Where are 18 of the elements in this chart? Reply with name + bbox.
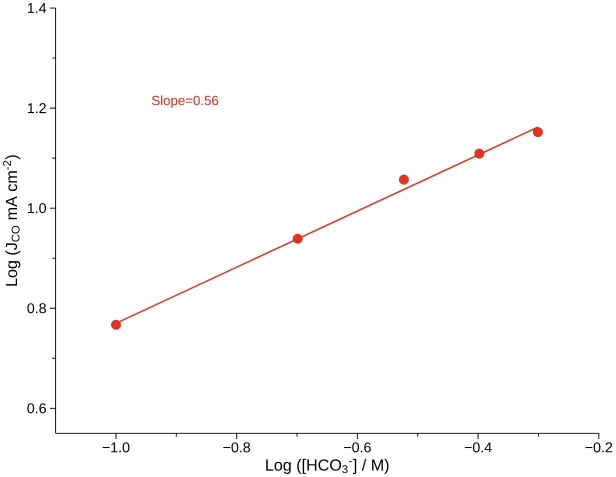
point bbox=[111, 320, 121, 330]
x-tick-label: −1.0 bbox=[102, 442, 130, 452]
y-axis-title: Log (J$_{CO}$ mA cm$^{-2}$) bbox=[3, 155, 20, 286]
point bbox=[398, 174, 409, 185]
annotation: Slope=0.56 bbox=[152, 95, 218, 108]
y-tick-label: 0.6 bbox=[27, 403, 46, 414]
x-tick-label: −0.2 bbox=[585, 442, 612, 452]
x-tick-label: −0.4 bbox=[464, 442, 492, 452]
x-tick-label: −0.6 bbox=[344, 442, 371, 452]
y-tick-label: 1.2 bbox=[28, 103, 46, 114]
x-tick-label: −0.8 bbox=[223, 442, 250, 452]
point bbox=[532, 127, 543, 138]
y-tick-label: 1.4 bbox=[28, 3, 46, 13]
x-axis-title: Log ([HCO$_{3}$$^{-}$] / M) bbox=[266, 458, 389, 474]
point bbox=[292, 234, 303, 244]
y-tick-label: 0.8 bbox=[27, 303, 46, 314]
y-tick-label: 1.0 bbox=[28, 203, 46, 214]
point bbox=[474, 148, 484, 159]
